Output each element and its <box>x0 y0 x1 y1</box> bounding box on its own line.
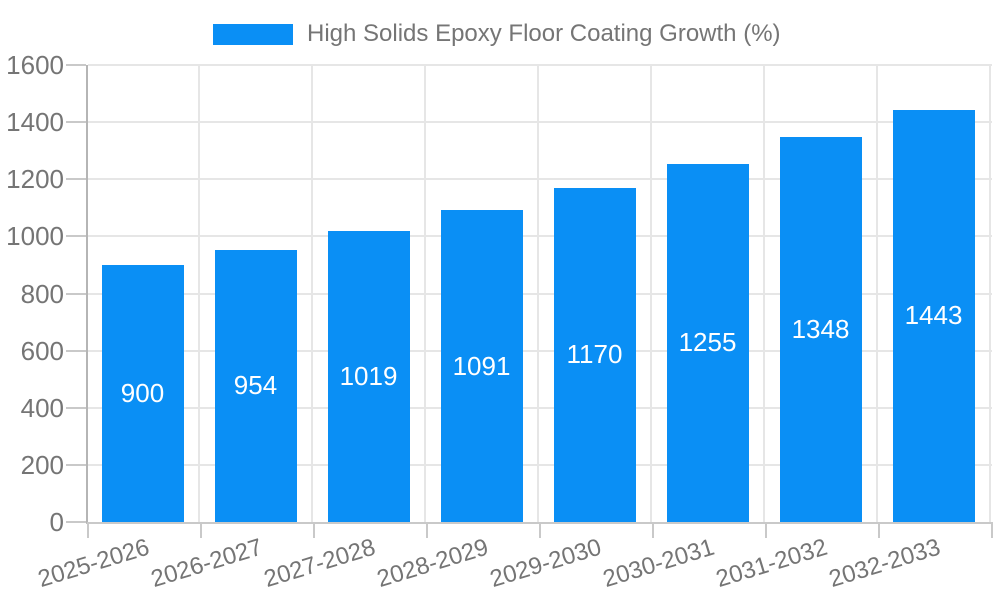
x-gridline <box>650 65 652 522</box>
x-axis-tick-label: 2032-2033 <box>825 533 944 593</box>
bar-value-label: 900 <box>120 377 165 408</box>
y-axis-tick-label: 0 <box>49 507 64 537</box>
y-axis-tick-label: 200 <box>20 449 64 480</box>
y-axis-tick-label: 1600 <box>6 50 64 80</box>
x-gridline <box>537 65 539 522</box>
x-gridline <box>198 65 200 522</box>
bar[interactable]: 1255 <box>666 163 749 522</box>
y-gridline <box>88 463 992 466</box>
x-axis-tick-label: 2031-2032 <box>712 533 831 593</box>
bar[interactable]: 1348 <box>779 136 862 522</box>
y-gridline <box>88 121 992 124</box>
y-axis-tick <box>66 521 86 523</box>
y-axis-tick <box>66 121 86 124</box>
bar-value-label: 1019 <box>339 360 398 391</box>
legend-label: High Solids Epoxy Floor Coating Growth (… <box>307 20 781 47</box>
bar-value-label: 1170 <box>566 339 623 370</box>
bar-value-label: 954 <box>233 370 278 401</box>
y-axis-tick-label: 800 <box>20 278 64 309</box>
bar[interactable]: 1091 <box>440 210 523 522</box>
bar-value-label: 1348 <box>791 313 850 344</box>
y-axis-tick-label: 600 <box>20 335 64 366</box>
bar-value-label: 1255 <box>678 327 737 358</box>
x-axis-tick <box>87 522 89 538</box>
x-axis-tick <box>765 522 767 538</box>
plot-area: 900 954 1019 1091 1170 1255 1348 1443 <box>86 64 992 524</box>
bar-value-label: 1443 <box>904 300 963 331</box>
y-axis-tick-label: 1200 <box>6 164 64 195</box>
bar[interactable]: 954 <box>214 249 297 522</box>
legend-swatch <box>213 23 293 45</box>
x-axis-tick <box>878 522 880 538</box>
chart-legend[interactable]: High Solids Epoxy Floor Coating Growth (… <box>213 20 781 48</box>
x-axis-tick-label: 2027-2028 <box>260 533 379 593</box>
x-axis-tick-label: 2028-2029 <box>373 533 492 593</box>
y-gridline <box>88 235 992 238</box>
x-axis-tick <box>200 522 202 538</box>
y-axis-tick <box>66 235 86 238</box>
y-gridline <box>88 349 992 352</box>
x-axis-tick-label: 2026-2027 <box>147 533 266 593</box>
x-axis-tick-label: 2025-2026 <box>34 533 153 593</box>
x-gridline <box>989 65 991 522</box>
x-gridline <box>311 65 313 522</box>
y-gridline <box>88 178 992 181</box>
y-gridline <box>88 406 992 409</box>
bar[interactable]: 900 <box>101 264 184 522</box>
x-axis-tick <box>313 522 315 538</box>
bar-value-label: 1091 <box>452 350 511 381</box>
y-axis-tick <box>66 406 86 409</box>
y-axis-tick <box>66 178 86 181</box>
x-axis-tick <box>426 522 428 538</box>
y-gridline <box>88 292 992 295</box>
x-axis-tick <box>539 522 541 538</box>
bar[interactable]: 1170 <box>553 187 636 522</box>
y-axis-tick <box>66 64 86 66</box>
y-axis-tick <box>66 463 86 466</box>
y-axis-tick <box>66 292 86 295</box>
y-gridline <box>88 64 992 66</box>
bar[interactable]: 1019 <box>327 230 410 522</box>
y-axis-tick-label: 400 <box>20 392 64 423</box>
x-gridline <box>876 65 878 522</box>
x-axis-tick <box>652 522 654 538</box>
y-axis-tick-label: 1000 <box>6 221 64 252</box>
y-axis-tick-label: 1400 <box>6 107 64 138</box>
x-axis-tick-label: 2029-2030 <box>486 533 605 593</box>
x-gridline <box>763 65 765 522</box>
y-axis-tick <box>66 349 86 352</box>
x-gridline <box>424 65 426 522</box>
bar[interactable]: 1443 <box>892 109 975 522</box>
x-axis-tick <box>991 522 993 538</box>
x-axis-tick-label: 2030-2031 <box>599 533 718 593</box>
